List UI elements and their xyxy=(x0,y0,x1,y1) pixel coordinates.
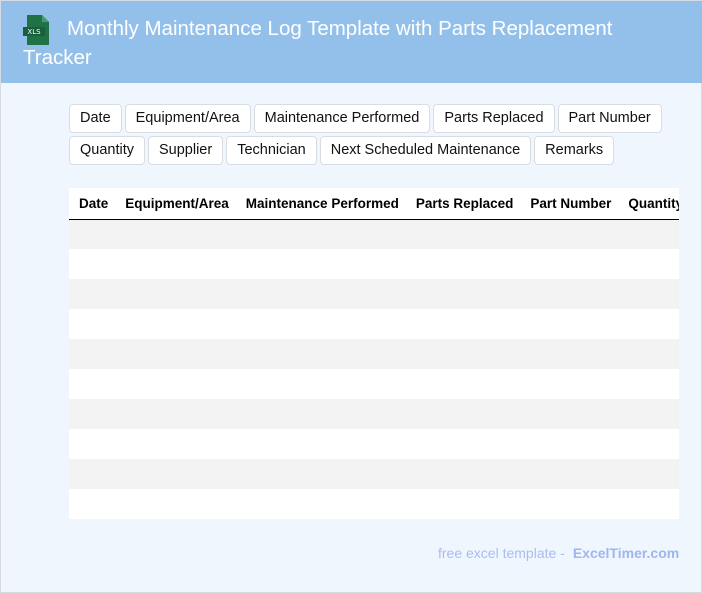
table-cell[interactable] xyxy=(618,249,679,279)
table-row xyxy=(69,429,679,459)
column-chips: Date Equipment/Area Maintenance Performed P… xyxy=(69,104,689,165)
table-cell[interactable] xyxy=(405,459,521,489)
table-cell[interactable] xyxy=(69,489,115,519)
table-cell[interactable] xyxy=(115,309,236,339)
table-cell[interactable] xyxy=(235,219,406,249)
table-cell[interactable] xyxy=(115,399,236,429)
table-cell[interactable] xyxy=(69,369,115,399)
table-cell[interactable] xyxy=(235,279,406,309)
table-cell[interactable] xyxy=(406,489,521,519)
footer-brand-link[interactable]: ExcelTimer.com xyxy=(572,545,680,561)
table-cell[interactable] xyxy=(69,429,115,459)
table-cell[interactable] xyxy=(69,309,115,339)
table-cell[interactable] xyxy=(115,489,236,519)
table-cell[interactable] xyxy=(405,399,521,429)
footer: free excel template - ExcelTimer.com xyxy=(438,545,679,561)
table-cell[interactable] xyxy=(406,249,521,279)
table-cell[interactable] xyxy=(236,489,406,519)
table-cell[interactable] xyxy=(618,399,679,429)
table-cell[interactable] xyxy=(405,279,521,309)
table-cell[interactable] xyxy=(520,249,618,279)
column-header: Quantity xyxy=(618,188,679,220)
table-cell[interactable] xyxy=(618,219,679,249)
log-table-container[interactable]: Date Equipment/Area Maintenance Performed P… xyxy=(69,188,679,519)
table-row xyxy=(69,399,679,429)
column-chip[interactable]: Date xyxy=(69,104,122,133)
column-chip[interactable]: Quantity xyxy=(69,136,145,165)
table-row xyxy=(69,279,679,309)
column-header: Equipment/Area xyxy=(115,188,236,220)
log-table: Date Equipment/Area Maintenance Performed P… xyxy=(69,188,679,519)
column-chip[interactable]: Equipment/Area xyxy=(124,104,251,133)
table-cell[interactable] xyxy=(405,339,521,369)
column-header: Part Number xyxy=(520,188,619,220)
table-cell[interactable] xyxy=(69,279,116,309)
table-cell[interactable] xyxy=(520,279,619,309)
table-cell[interactable] xyxy=(235,459,406,489)
table-cell[interactable] xyxy=(115,339,236,369)
table-cell[interactable] xyxy=(520,309,618,339)
table-cell[interactable] xyxy=(618,459,679,489)
footer-text: free excel template - xyxy=(438,545,565,561)
column-chip[interactable]: Remarks xyxy=(534,136,615,165)
table-cell[interactable] xyxy=(235,399,406,429)
table-cell[interactable] xyxy=(115,459,236,489)
table-cell[interactable] xyxy=(69,399,116,429)
table-row xyxy=(69,309,679,339)
column-chip[interactable]: Next Scheduled Maintenance xyxy=(319,136,532,165)
table-cell[interactable] xyxy=(618,279,679,309)
table-cell[interactable] xyxy=(115,429,236,459)
table-cell[interactable] xyxy=(406,429,521,459)
svg-text:XLS: XLS xyxy=(27,28,41,36)
table-header-row: Date Equipment/Area Maintenance Performed P… xyxy=(69,188,679,220)
table-cell[interactable] xyxy=(520,399,619,429)
table-cell[interactable] xyxy=(520,219,619,249)
table-cell[interactable] xyxy=(520,459,619,489)
table-cell[interactable] xyxy=(618,309,679,339)
table-cell[interactable] xyxy=(69,339,116,369)
table-cell[interactable] xyxy=(115,219,236,249)
table-cell[interactable] xyxy=(520,339,619,369)
table-cell[interactable] xyxy=(406,309,521,339)
table-cell[interactable] xyxy=(235,339,406,369)
column-header: Parts Replaced xyxy=(405,188,521,220)
table-cell[interactable] xyxy=(406,369,521,399)
column-chip[interactable]: Part Number xyxy=(557,104,662,133)
table-cell[interactable] xyxy=(405,219,521,249)
table-cell[interactable] xyxy=(618,489,679,519)
table-cell[interactable] xyxy=(520,369,618,399)
column-chip[interactable]: Maintenance Performed xyxy=(253,104,431,133)
column-chip[interactable]: Parts Replaced xyxy=(433,104,555,133)
column-header: Maintenance Performed xyxy=(235,188,406,220)
table-cell[interactable] xyxy=(236,249,406,279)
table-row xyxy=(69,249,679,279)
table-row xyxy=(69,219,679,249)
table-cell[interactable] xyxy=(618,429,679,459)
table-cell[interactable] xyxy=(115,279,236,309)
table-cell[interactable] xyxy=(236,309,406,339)
table-cell[interactable] xyxy=(115,369,236,399)
xls-file-icon: XLS xyxy=(23,15,49,45)
page-title: Monthly Maintenance Log Template with Pa… xyxy=(23,17,613,69)
table-cell[interactable] xyxy=(69,249,115,279)
column-chip[interactable]: Supplier xyxy=(148,136,224,165)
table-cell[interactable] xyxy=(520,429,618,459)
column-header: Date xyxy=(69,188,116,220)
column-chip[interactable]: Technician xyxy=(226,136,317,165)
table-cell[interactable] xyxy=(236,369,406,399)
table-cell[interactable] xyxy=(236,429,406,459)
table-row xyxy=(69,459,679,489)
table-cell[interactable] xyxy=(69,219,116,249)
table-cell[interactable] xyxy=(69,459,116,489)
table-cell[interactable] xyxy=(618,339,679,369)
table-cell[interactable] xyxy=(520,489,618,519)
table-cell[interactable] xyxy=(115,249,236,279)
table-row xyxy=(69,369,679,399)
page-header: XLS Monthly Maintenance Log Template wit… xyxy=(1,1,702,83)
table-row xyxy=(69,339,679,369)
table-row xyxy=(69,489,679,519)
table-cell[interactable] xyxy=(618,369,679,399)
